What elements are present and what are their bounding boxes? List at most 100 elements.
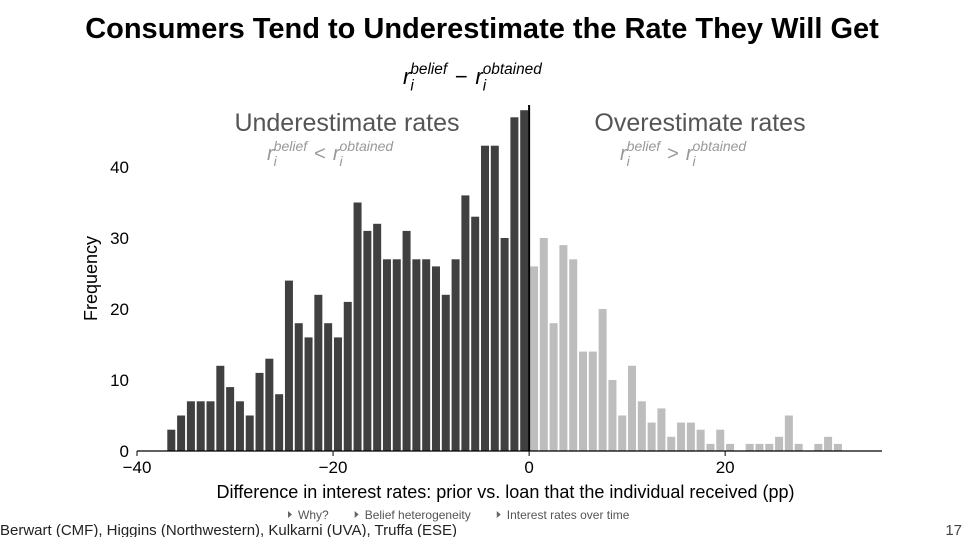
bar <box>480 145 489 451</box>
bar <box>745 443 754 451</box>
bar <box>402 230 411 451</box>
link-arrow <box>354 511 359 518</box>
footer-authors: Berwart (CMF), Higgins (Northwestern), K… <box>0 522 457 537</box>
footer-link[interactable]: Belief heterogeneity <box>365 508 471 522</box>
bar <box>814 443 823 451</box>
formula-var: r <box>267 143 275 165</box>
bar <box>530 266 539 451</box>
bar <box>255 372 264 451</box>
bar <box>412 259 421 451</box>
bar <box>510 117 519 452</box>
footer-link[interactable]: Why? <box>298 508 329 522</box>
formula-sub: i <box>693 153 697 169</box>
bar <box>608 380 617 451</box>
y-tick-label: 20 <box>110 300 129 319</box>
bar <box>314 294 323 451</box>
formula-var: r <box>475 64 484 89</box>
formula-var: r <box>686 143 694 165</box>
y-axis-label: Frequency <box>81 236 101 321</box>
bar <box>245 415 254 451</box>
bar <box>686 422 695 451</box>
bar <box>716 429 725 451</box>
bar <box>677 422 686 451</box>
bar <box>784 415 793 451</box>
bar <box>422 259 431 451</box>
bar <box>431 266 440 451</box>
bar <box>520 110 529 451</box>
bar <box>265 358 274 451</box>
bar <box>598 309 607 451</box>
bar <box>461 195 470 451</box>
bar <box>441 294 450 451</box>
bar <box>167 429 176 451</box>
formula-var: r <box>620 143 628 165</box>
bar <box>451 259 460 451</box>
chart-title: Consumers Tend to Underestimate the Rate… <box>85 13 879 45</box>
formula-op: > <box>667 143 679 165</box>
bar <box>579 351 588 451</box>
bar <box>343 301 352 451</box>
formula-sup: obtained <box>340 138 395 154</box>
x-tick-label: −40 <box>123 458 152 477</box>
bar <box>765 443 774 451</box>
formula-sup: obtained <box>693 138 748 154</box>
formula-sup: obtained <box>483 61 542 78</box>
bar <box>235 401 244 451</box>
link-arrow <box>496 511 501 518</box>
footer-link[interactable]: Interest rates over time <box>507 508 630 522</box>
bar <box>588 351 597 451</box>
bar <box>216 365 225 451</box>
bar <box>657 408 666 451</box>
bar <box>186 401 195 451</box>
bar <box>206 401 215 451</box>
formula-var: r <box>403 64 412 89</box>
x-axis-label: Difference in interest rates: prior vs. … <box>217 482 795 502</box>
bar <box>177 415 186 451</box>
y-tick-label: 30 <box>110 229 129 248</box>
bar <box>471 216 480 451</box>
bar <box>373 223 382 451</box>
annotation: Overestimate rates <box>594 109 805 137</box>
bar <box>392 259 401 451</box>
bar <box>353 202 362 451</box>
bar <box>500 238 509 451</box>
formula-sub: i <box>340 153 344 169</box>
bar <box>833 443 842 451</box>
bar <box>647 422 656 451</box>
bar <box>490 145 499 451</box>
bar <box>637 401 646 451</box>
y-tick-label: 0 <box>120 442 129 461</box>
formula-sup: belief <box>627 138 663 154</box>
bar <box>559 245 568 451</box>
formula-sub: i <box>627 153 631 169</box>
bar <box>618 415 627 451</box>
bar <box>794 443 803 451</box>
bar <box>226 387 235 451</box>
bar <box>628 365 637 451</box>
x-tick-label: 20 <box>716 458 735 477</box>
bar <box>549 323 558 451</box>
formula-op: − <box>455 64 468 89</box>
annotation: Underestimate rates <box>234 109 459 137</box>
x-tick-label: 0 <box>524 458 533 477</box>
formula-sup: belief <box>410 61 449 78</box>
bar <box>275 394 284 451</box>
bar <box>324 323 333 451</box>
bar <box>294 323 303 451</box>
formula-sub: i <box>483 78 487 95</box>
y-tick-label: 10 <box>110 371 129 390</box>
bar <box>363 230 372 451</box>
bar <box>696 429 705 451</box>
link-arrow <box>288 511 292 518</box>
bar <box>706 443 715 451</box>
y-tick-label: 40 <box>110 158 129 177</box>
bar <box>333 337 342 451</box>
formula-sub: i <box>274 153 278 169</box>
bar <box>304 337 313 451</box>
bar <box>284 280 293 451</box>
page-number: 17 <box>945 522 962 537</box>
formula-var: r <box>333 143 341 165</box>
bar <box>382 259 391 451</box>
